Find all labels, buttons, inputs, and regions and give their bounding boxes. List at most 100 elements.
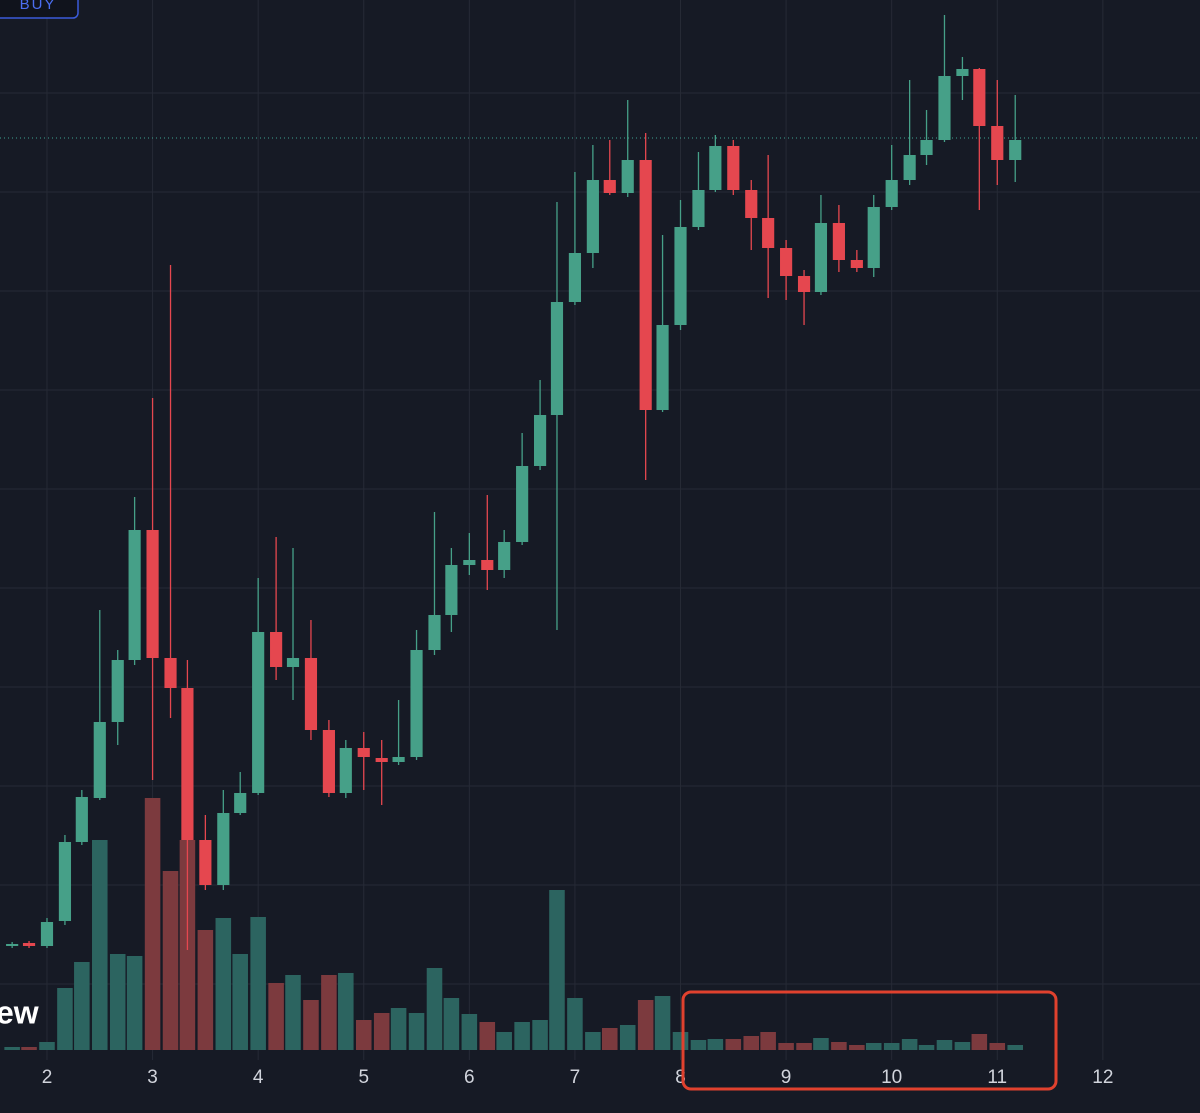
volume-bar xyxy=(954,1042,971,1050)
candle-body xyxy=(6,944,19,946)
candle-body xyxy=(639,160,652,410)
volume-bar xyxy=(989,1043,1006,1050)
candle-body xyxy=(991,126,1004,160)
candle-body xyxy=(850,260,863,268)
volume-bar xyxy=(461,1014,478,1050)
volume-bar xyxy=(57,988,73,1050)
volume-bar xyxy=(672,1032,689,1050)
volume-bar xyxy=(21,1047,37,1050)
candle-body xyxy=(75,797,88,842)
volume-bar xyxy=(601,1028,618,1050)
candle-body xyxy=(428,615,441,650)
x-tick-label: 8 xyxy=(675,1067,686,1088)
volume-bar xyxy=(74,962,90,1050)
candle-body xyxy=(164,658,177,688)
x-tick-label: 9 xyxy=(781,1067,792,1088)
volume-bar xyxy=(338,973,354,1050)
candle-body xyxy=(111,660,124,722)
x-tick-label: 10 xyxy=(881,1067,902,1088)
volume-bar xyxy=(426,968,443,1050)
candle-body xyxy=(956,69,969,76)
volume-bar xyxy=(796,1043,812,1050)
x-tick-label: 2 xyxy=(42,1067,53,1088)
volume-bar xyxy=(883,1043,900,1050)
volume-bar xyxy=(268,983,284,1050)
volume-bar xyxy=(250,917,266,1050)
candle-body xyxy=(745,190,758,218)
candles xyxy=(6,15,1022,950)
x-tick-label: 7 xyxy=(570,1067,581,1088)
x-tick-label: 3 xyxy=(147,1067,158,1088)
candle-body xyxy=(93,722,106,798)
candle-body xyxy=(304,658,318,730)
candle-body xyxy=(797,276,811,292)
x-tick-label: 6 xyxy=(464,1067,475,1088)
x-tick-label: 5 xyxy=(358,1067,369,1088)
candle-body xyxy=(674,227,687,325)
candle-body xyxy=(780,248,793,276)
volume-bar xyxy=(285,975,301,1050)
candle-body xyxy=(58,842,72,921)
candle-body xyxy=(621,160,634,193)
volume-bar xyxy=(849,1045,865,1050)
volume-bar xyxy=(408,1013,425,1050)
volume-bar xyxy=(637,1000,654,1050)
candle-body xyxy=(516,466,529,542)
volume-bar xyxy=(725,1039,742,1050)
volume-bar xyxy=(690,1040,707,1050)
candle-body xyxy=(586,180,599,253)
volume-bar xyxy=(707,1039,724,1050)
volume-bar xyxy=(567,998,583,1050)
candle-body xyxy=(867,207,880,268)
volume-bar xyxy=(390,1008,407,1050)
candle-body xyxy=(832,223,845,260)
candle-body xyxy=(727,146,740,190)
candle-body xyxy=(692,190,705,227)
candle-body xyxy=(234,793,247,813)
volume-bar xyxy=(126,956,143,1050)
volume-bar xyxy=(496,1032,512,1050)
candle-body xyxy=(1009,140,1022,160)
candle-body xyxy=(568,253,582,302)
volume-bar xyxy=(585,1032,601,1050)
volume-bar xyxy=(760,1032,776,1050)
candle-body xyxy=(146,530,159,658)
x-tick-label: 4 xyxy=(253,1067,264,1088)
buy-button[interactable] xyxy=(0,0,79,19)
candle-body xyxy=(814,223,828,292)
volume-bar xyxy=(39,1042,55,1050)
volume-bar xyxy=(619,1025,636,1050)
volume-bar xyxy=(514,1022,530,1050)
volume-bar xyxy=(197,930,214,1050)
volume-bar xyxy=(778,1043,794,1050)
candle-body xyxy=(199,840,212,885)
buy-button-label[interactable]: BUY xyxy=(20,0,57,13)
volume-bar xyxy=(144,798,161,1050)
volume-bar xyxy=(232,954,248,1050)
volume-bar xyxy=(303,1000,319,1050)
volume-bar xyxy=(813,1038,829,1050)
candle-body xyxy=(762,218,775,248)
candle-body xyxy=(375,758,388,762)
grid xyxy=(0,0,1200,1060)
candle-body xyxy=(22,943,36,946)
volume-bar xyxy=(215,918,232,1050)
candle-body xyxy=(973,69,986,126)
volume-bar xyxy=(479,1022,496,1050)
volume-bar xyxy=(865,1043,882,1050)
candle-body xyxy=(270,632,283,667)
volume-bar xyxy=(92,840,108,1050)
volume-bar xyxy=(936,1040,953,1050)
candle-body xyxy=(357,748,370,757)
volume-bar xyxy=(355,1020,372,1050)
volume-bar xyxy=(549,890,565,1050)
candle-body xyxy=(885,180,898,207)
candle-body xyxy=(903,155,916,180)
volume-bar xyxy=(901,1039,918,1050)
volume-bar xyxy=(443,998,460,1050)
candle-body xyxy=(709,146,722,190)
candle-body xyxy=(656,325,669,410)
candle-body xyxy=(392,757,405,762)
x-tick-label: 11 xyxy=(987,1067,1007,1088)
candle-body xyxy=(481,560,494,570)
